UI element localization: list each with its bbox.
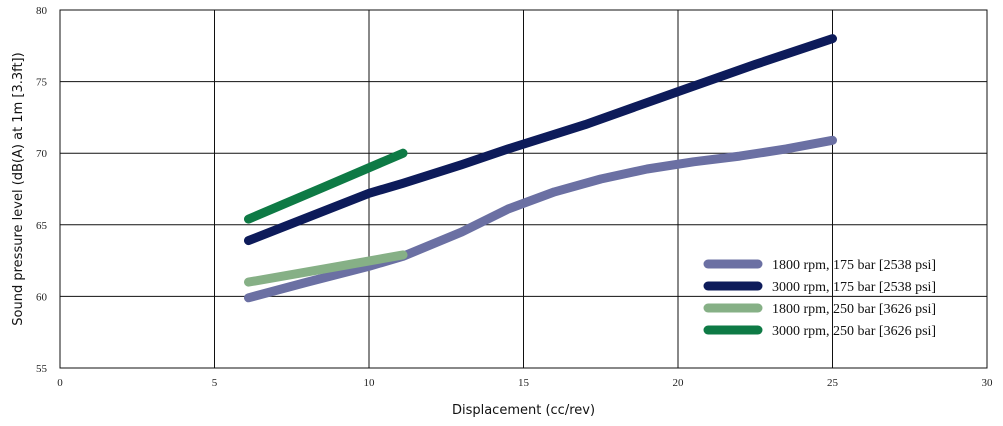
legend-label: 1800 rpm, 250 bar [3626 psi]: [772, 302, 936, 317]
series-line-2: [244, 34, 837, 246]
y-axis-label: Sound pressure level (dB(A) at 1m [3.3ft…: [11, 52, 26, 325]
x-tick-label: 25: [827, 377, 839, 389]
legend-label: 1800 rpm, 175 bar [2538 psi]: [772, 258, 936, 273]
legend: 1800 rpm, 175 bar [2538 psi] 3000 rpm, 17…: [703, 258, 936, 339]
y-tick-label: 70: [36, 148, 48, 160]
series-line-3: [244, 250, 408, 287]
x-axis-label: Displacement (cc/rev): [452, 403, 595, 418]
y-tick-labels: 55 60 65 70 75 80: [36, 5, 48, 375]
y-tick-label: 60: [36, 291, 48, 303]
x-tick-label: 30: [982, 377, 994, 389]
y-tick-label: 65: [36, 220, 48, 232]
x-tick-label: 5: [212, 377, 218, 389]
series-line-4: [244, 148, 408, 224]
series-line-1: [244, 135, 837, 303]
legend-label: 3000 rpm, 250 bar [3626 psi]: [772, 324, 936, 339]
y-tick-label: 55: [36, 363, 48, 375]
series-lines: [244, 34, 837, 303]
y-tick-label: 75: [36, 77, 48, 89]
plot-frame: [59, 9, 988, 369]
x-tick-label: 0: [57, 377, 63, 389]
x-tick-label: 20: [673, 377, 685, 389]
x-tick-label: 10: [364, 377, 376, 389]
y-tick-label: 80: [36, 5, 48, 17]
legend-label: 3000 rpm, 175 bar [2538 psi]: [772, 280, 936, 295]
x-tick-label: 15: [518, 377, 530, 389]
x-tick-labels: 0 5 10 15 20 25 30: [57, 377, 993, 389]
